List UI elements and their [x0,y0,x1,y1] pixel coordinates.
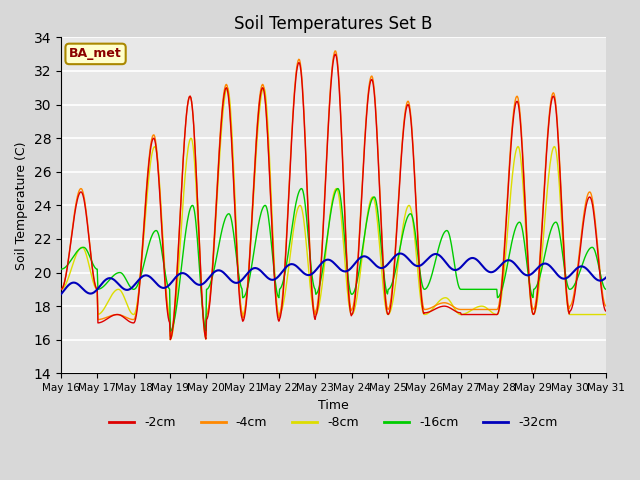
Text: BA_met: BA_met [69,48,122,60]
Y-axis label: Soil Temperature (C): Soil Temperature (C) [15,141,28,270]
Legend: -2cm, -4cm, -8cm, -16cm, -32cm: -2cm, -4cm, -8cm, -16cm, -32cm [104,411,563,434]
Title: Soil Temperatures Set B: Soil Temperatures Set B [234,15,433,33]
X-axis label: Time: Time [318,398,349,412]
